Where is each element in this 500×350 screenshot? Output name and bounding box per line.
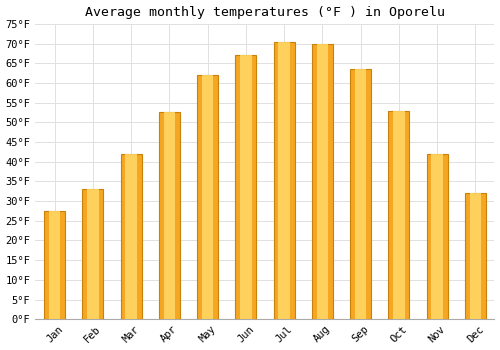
Bar [236, 55, 256, 319]
Bar [432, 154, 443, 319]
Bar [465, 193, 486, 319]
Bar [49, 211, 60, 319]
Bar [44, 211, 65, 319]
Bar [274, 42, 294, 319]
Bar [278, 42, 290, 319]
Bar [426, 154, 448, 319]
Bar [197, 75, 218, 319]
Bar [202, 75, 213, 319]
Bar [126, 154, 137, 319]
Bar [316, 44, 328, 319]
Bar [350, 69, 371, 319]
Bar [355, 69, 366, 319]
Bar [82, 189, 103, 319]
Bar [240, 55, 252, 319]
Bar [164, 112, 175, 319]
Bar [312, 44, 333, 319]
Title: Average monthly temperatures (°F ) in Oporelu: Average monthly temperatures (°F ) in Op… [85, 6, 445, 19]
Bar [120, 154, 142, 319]
Bar [393, 111, 404, 319]
Bar [470, 193, 481, 319]
Bar [388, 111, 409, 319]
Bar [87, 189, 99, 319]
Bar [159, 112, 180, 319]
